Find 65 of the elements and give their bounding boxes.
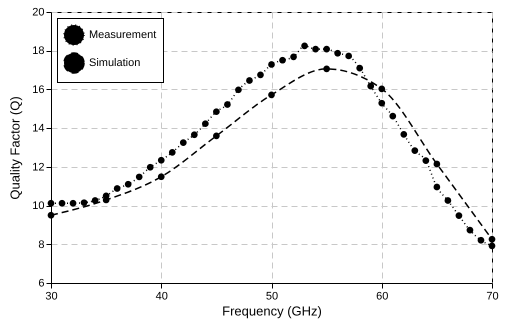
- point: [124, 180, 132, 188]
- point: [434, 160, 440, 168]
- point: [213, 108, 220, 116]
- point: [434, 184, 440, 190]
- point: [70, 200, 76, 207]
- y-tick-label: 20: [32, 6, 44, 18]
- legend-label: Measurement: [89, 29, 156, 41]
- point: [279, 56, 286, 64]
- point: [334, 50, 342, 57]
- y-tick-label: 18: [32, 45, 44, 58]
- x-tick-label: 40: [156, 290, 168, 302]
- point: [356, 64, 364, 72]
- point: [224, 101, 231, 108]
- point: [488, 236, 496, 243]
- point: [378, 86, 386, 92]
- point: [268, 92, 275, 98]
- point: [180, 139, 187, 146]
- legend-label: Simulation: [89, 57, 140, 69]
- point: [48, 212, 54, 219]
- y-tick-label: 12: [32, 161, 44, 174]
- y-tick-label: 6: [38, 278, 44, 290]
- point: [213, 132, 220, 140]
- point: [389, 112, 396, 120]
- y-tick-label: 10: [32, 200, 44, 212]
- x-tick-label: 50: [266, 290, 278, 302]
- point: [400, 130, 408, 138]
- x-axis-title: Frequency (GHz): [222, 304, 322, 318]
- point: [158, 156, 165, 164]
- point: [488, 242, 496, 250]
- y-tick-label: 14: [32, 122, 44, 135]
- point: [422, 157, 430, 164]
- point: [202, 120, 209, 128]
- point: [456, 212, 462, 219]
- point: [92, 197, 98, 204]
- y-tick-label: 8: [38, 238, 44, 251]
- point: [323, 66, 330, 72]
- point: [411, 147, 418, 154]
- point: [190, 131, 198, 138]
- point: [80, 199, 88, 206]
- point: [301, 42, 308, 50]
- point: [466, 226, 474, 234]
- point: [378, 100, 386, 107]
- point: [114, 185, 121, 192]
- point: [246, 77, 253, 84]
- point: [290, 54, 297, 60]
- point: [58, 200, 66, 207]
- point: [444, 197, 452, 204]
- point: [257, 72, 264, 78]
- point: [268, 61, 275, 68]
- point: [367, 82, 374, 90]
- y-axis-title: Quality Factor (Q): [7, 96, 22, 200]
- point: [136, 174, 143, 180]
- x-tick-label: 70: [486, 290, 499, 302]
- point: [312, 46, 319, 53]
- point: [146, 164, 154, 171]
- point: [345, 52, 352, 60]
- y-tick-label: 16: [32, 84, 44, 96]
- x-tick-label: 30: [45, 290, 58, 302]
- point: [235, 86, 242, 94]
- point: [478, 236, 484, 244]
- point: [48, 200, 54, 207]
- point: [168, 148, 176, 156]
- point: [323, 46, 330, 53]
- x-tick-label: 60: [376, 290, 388, 302]
- point: [158, 173, 165, 180]
